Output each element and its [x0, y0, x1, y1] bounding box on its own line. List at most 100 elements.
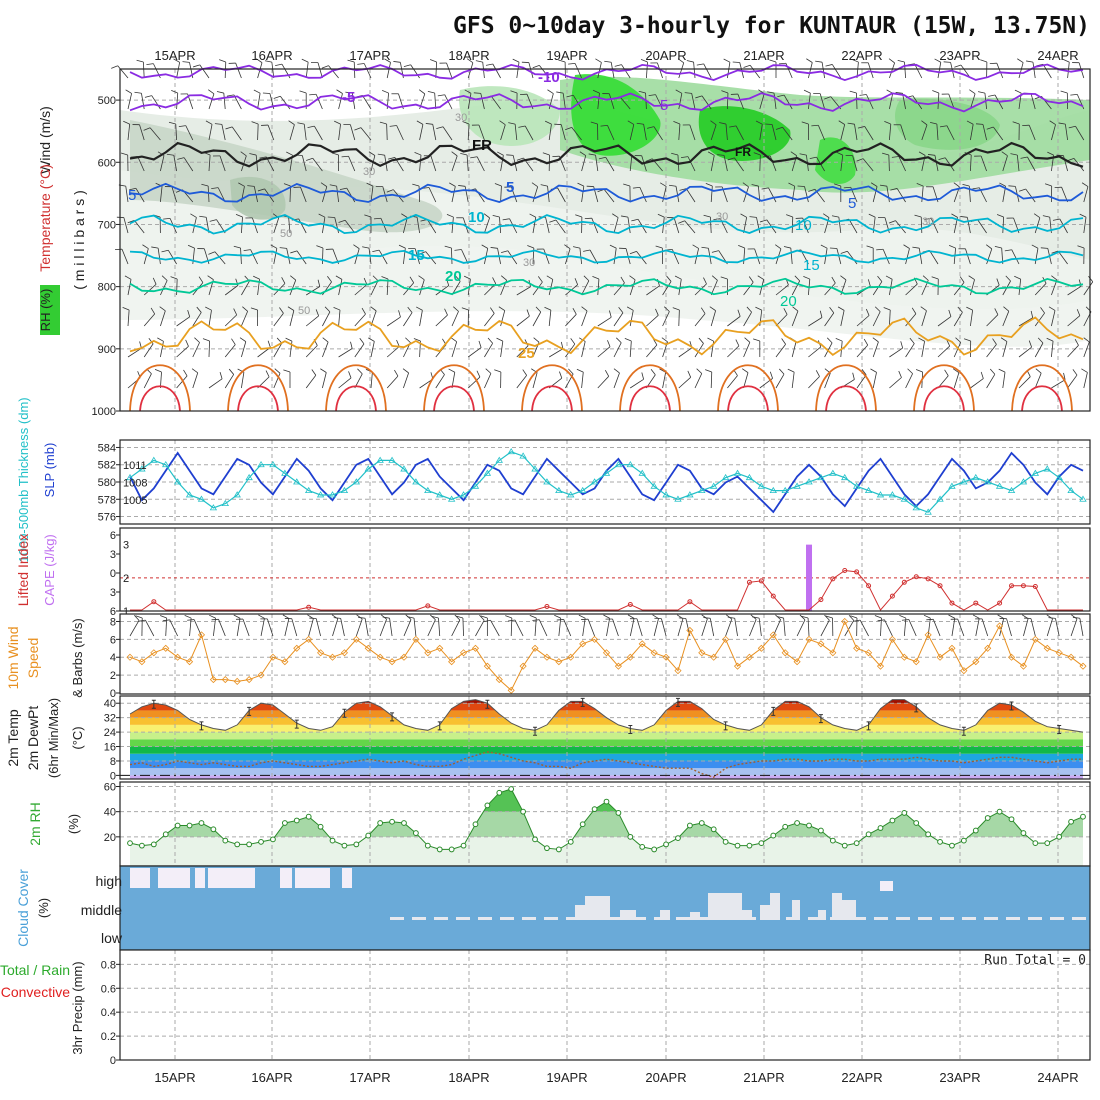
- wind-speed-marker: [1019, 662, 1028, 670]
- thickness-marker: [578, 486, 587, 494]
- rh-marker: [555, 846, 562, 853]
- wind-barb: [208, 378, 223, 389]
- wind-barb: [629, 341, 632, 358]
- wind-barb-flag: [600, 124, 608, 127]
- surface-wind-barb-flag: [901, 619, 909, 621]
- wind-barb-flag: [394, 369, 399, 377]
- thickness-marker: [710, 482, 718, 489]
- wind-barb-flag: [1008, 185, 1016, 187]
- wind-barb: [627, 217, 631, 234]
- surface-wind-barb: [332, 618, 339, 637]
- wind-barb-flag: [249, 153, 257, 156]
- wind-barb: [754, 248, 761, 265]
- wind-barb-flag: [1005, 275, 1011, 282]
- wind-barb-flag: [1014, 275, 1021, 280]
- wind-barb-flag: [255, 58, 263, 63]
- cape-axis-label: CAPE (J/kg): [42, 534, 57, 606]
- wind-barb-flag: [1044, 183, 1052, 187]
- temp-minmax-bar: [199, 721, 204, 731]
- precip-background: [120, 950, 1090, 1060]
- rh-marker: [1080, 813, 1086, 820]
- wind-barb: [977, 219, 987, 234]
- wind-barb: [703, 63, 712, 79]
- wind-barb: [607, 125, 615, 141]
- wind-barb: [966, 217, 971, 234]
- wind-barb-flag: [638, 90, 646, 94]
- wind-barb-flag: [717, 154, 725, 156]
- thickness-marker: [602, 469, 611, 476]
- wind-barb: [480, 93, 485, 110]
- wind-speed-marker: [1043, 644, 1051, 652]
- wind-barb-flag: [454, 249, 462, 251]
- rh-contour-label: 50: [298, 305, 310, 317]
- wind-barb: [139, 124, 145, 141]
- wind-barb-flag: [879, 184, 887, 187]
- wind-barb-flag: [931, 276, 939, 280]
- wind-barb: [759, 93, 765, 110]
- rh-marker: [794, 820, 800, 826]
- surface-wind-barb: [315, 618, 321, 637]
- wind-barb: [370, 280, 379, 296]
- wind-speed-marker: [829, 649, 837, 657]
- isotherm-label-repeat: 15: [803, 257, 820, 274]
- wind-barb: [419, 279, 425, 296]
- wind-barb-flag: [962, 183, 970, 187]
- wind-barb: [516, 286, 531, 296]
- wind-barb: [557, 187, 566, 203]
- wind-barb-flag: [895, 92, 903, 94]
- isotherm-hot-lobe: [825, 385, 867, 412]
- wind-barb: [354, 284, 368, 296]
- wind-barb: [574, 63, 582, 79]
- wind-barb-flag: [191, 368, 198, 374]
- wind-barb: [241, 311, 249, 327]
- wind-barb: [346, 187, 356, 203]
- wind-barb-flag: [705, 369, 712, 373]
- wind-barb: [257, 123, 259, 141]
- wind-barb-flag: [429, 59, 437, 63]
- surface-wind-barb-flag: [850, 615, 858, 619]
- surface-wind-barb: [413, 618, 417, 637]
- cloud-middle-trace: [918, 917, 932, 920]
- wind-speed-marker: [602, 649, 611, 657]
- wind-barb-flag: [151, 246, 159, 249]
- wind-barb-flag: [444, 308, 448, 316]
- wind-barb-flag: [721, 90, 729, 94]
- wind-barb: [840, 155, 844, 172]
- isotherm-warm-lobe: [717, 364, 779, 412]
- wind-barb: [856, 344, 869, 358]
- wind-barb-flag: [556, 91, 564, 94]
- cloud-middle-trace: [786, 917, 800, 920]
- wind-barb: [1011, 249, 1020, 265]
- wind-barb: [300, 186, 307, 203]
- wind-barb-flag: [604, 369, 610, 377]
- wind-barb-flag: [451, 151, 458, 157]
- wind-barb: [953, 282, 965, 296]
- wind-barb-flag: [1058, 122, 1066, 125]
- thickness-marker: [138, 465, 146, 472]
- surface-wind-barb-flag: [1048, 617, 1056, 619]
- wind-barb: [735, 125, 744, 141]
- wind-barb: [175, 124, 177, 141]
- wind-barb-flag: [370, 306, 377, 312]
- wind-barb: [856, 92, 858, 110]
- wind-barb-flag: [934, 58, 941, 63]
- wind-barb-flag: [368, 337, 375, 342]
- wind-barb-flag: [626, 306, 634, 311]
- thickness-marker: [960, 478, 968, 485]
- wind-barb: [305, 345, 318, 358]
- wind-barb: [662, 281, 672, 296]
- wind-barb-flag: [547, 89, 554, 94]
- wind-barb-flag: [627, 120, 635, 125]
- cloud-high-block: [880, 881, 893, 891]
- wind-barb-flag: [705, 183, 713, 187]
- wind-barb: [322, 186, 328, 203]
- wind-barb: [516, 315, 530, 327]
- surface-wind-barb: [884, 619, 893, 637]
- wind-barb-flag: [720, 276, 728, 280]
- wind-barb-flag: [769, 59, 777, 63]
- wind-barb: [710, 310, 716, 327]
- temp-color-band: [130, 760, 1083, 769]
- wind-barb: [273, 217, 280, 234]
- lifted-index-marker: [901, 579, 907, 585]
- wind-barb-flag: [998, 368, 1006, 373]
